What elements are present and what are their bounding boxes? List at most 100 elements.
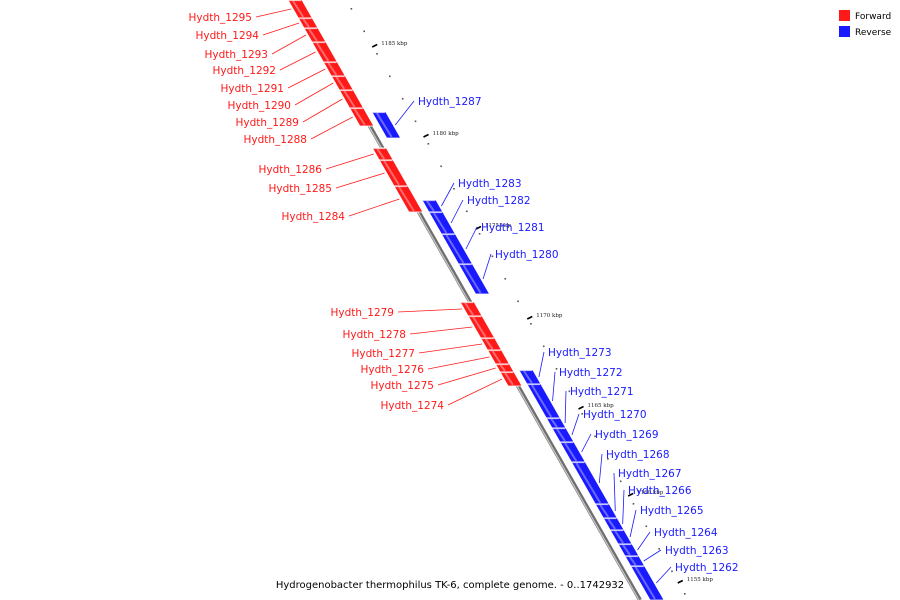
gene-block[interactable] [570,461,610,505]
gene-label[interactable]: Hydth_1265 [640,505,704,517]
gene-block[interactable] [479,337,503,351]
gene-label[interactable]: Hydth_1268 [606,449,670,461]
gene-label[interactable]: Hydth_1287 [418,96,482,108]
gene-label[interactable]: Hydth_1282 [467,195,531,207]
tick-label: 1175 kbp [485,223,512,229]
leader-line [441,182,455,207]
gene-block[interactable] [467,315,496,339]
gene-block[interactable] [602,517,625,531]
gene-label[interactable]: Hydth_1266 [628,485,692,497]
gene-block[interactable] [457,263,491,295]
gene-label[interactable]: Hydth_1292 [212,65,276,77]
gene-label[interactable]: Hydth_1281 [481,222,545,234]
gene-block[interactable] [499,371,523,387]
gene-label[interactable]: Hydth_1273 [548,347,612,359]
minor-tick [658,548,660,550]
leader-line [613,472,616,512]
gene-label[interactable]: Hydth_1274 [380,400,444,412]
tick-mark [526,315,533,320]
gene-label[interactable]: Hydth_1271 [570,386,634,398]
gene-label[interactable]: Hydth_1285 [268,183,332,195]
gene-label[interactable]: Hydth_1272 [559,367,623,379]
gene-label[interactable]: Hydth_1262 [675,562,739,574]
gene-block[interactable] [311,41,339,63]
gene-block[interactable] [330,75,354,91]
gene-block[interactable] [617,543,640,557]
gene-block[interactable] [594,503,618,519]
tick-label: 1160 kbp [637,490,664,496]
gene-block[interactable] [297,17,319,29]
gene-label[interactable]: Hydth_1290 [227,100,291,112]
gene-label[interactable]: Hydth_1270 [583,409,647,421]
gene-block[interactable] [303,27,327,43]
gene-block[interactable] [494,363,515,373]
tick-label: 1180 kbp [433,131,460,137]
leader-line [348,198,400,217]
gene-block[interactable] [421,199,444,213]
gene-label[interactable]: Hydth_1267 [618,468,682,480]
leader-line [287,68,326,89]
gene-block[interactable] [609,529,633,545]
gene-block[interactable] [371,111,402,139]
gene-block[interactable] [559,441,587,463]
minor-tick [645,525,648,528]
gene-block[interactable] [518,369,542,385]
gene-block[interactable] [551,427,575,443]
gene-block[interactable] [322,61,347,77]
leader-line [255,8,292,18]
leader-line [437,367,496,386]
leader-line [394,100,415,126]
gene-label[interactable]: Hydth_1284 [281,211,345,223]
gene-label[interactable]: Hydth_1280 [495,249,559,261]
tick-label: 1155 kbp [687,577,714,583]
gene-block[interactable] [624,555,646,567]
minor-tick [478,233,481,235]
minor-tick [568,390,571,393]
gene-block[interactable] [287,0,313,19]
leader-line [279,51,316,71]
minor-tick [440,165,442,168]
gene-block[interactable] [348,107,375,127]
gene-label[interactable]: Hydth_1277 [351,348,415,360]
tick-label: 1170 kbp [536,313,563,319]
gene-block[interactable] [545,417,567,429]
gene-label[interactable]: Hydth_1288 [243,134,307,146]
gene-label[interactable]: Hydth_1291 [220,83,284,95]
legend: Forward Reverse [839,10,892,38]
gene-block[interactable] [486,349,511,365]
gene-label[interactable]: Hydth_1286 [258,164,322,176]
gene-label[interactable]: Hydth_1276 [360,364,424,376]
minor-tick [401,98,404,100]
gene-label[interactable]: Hydth_1269 [595,429,659,441]
minor-tick [632,503,635,505]
tick-mark [627,492,634,497]
gene-label[interactable]: Hydth_1278 [342,329,406,341]
gene-label[interactable]: Hydth_1295 [188,12,252,24]
gene-label[interactable]: Hydth_1264 [654,527,718,539]
leader-line [571,413,580,436]
gene-block[interactable] [393,185,424,213]
gene-label[interactable]: Hydth_1279 [330,307,394,319]
gene-label[interactable]: Hydth_1263 [665,545,729,557]
leader-line [622,489,625,525]
gene-block[interactable] [629,565,665,600]
leader-line [418,343,483,354]
gene-label[interactable]: Hydth_1275 [370,380,434,392]
minor-tick [414,120,417,123]
minor-tick [376,53,378,55]
gene-label[interactable]: Hydth_1293 [204,49,268,61]
gene-label[interactable]: Hydth_1283 [458,178,522,190]
minor-tick [504,278,507,280]
minor-tick [555,368,558,370]
leader-line [335,172,385,189]
gene-block[interactable] [440,233,474,265]
gene-label[interactable]: Hydth_1289 [235,117,299,129]
gene-block[interactable] [371,147,394,161]
leader-line [656,566,672,584]
leader-line [629,509,637,538]
leader-line [581,433,592,453]
minor-tick [530,323,532,325]
gene-block[interactable] [338,89,365,109]
gene-label[interactable]: Hydth_1294 [195,30,259,42]
gene-block[interactable] [459,301,483,317]
